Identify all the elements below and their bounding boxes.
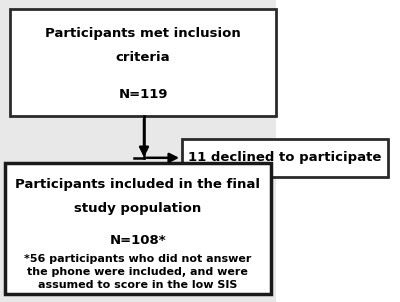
FancyBboxPatch shape <box>182 139 388 177</box>
Text: criteria: criteria <box>116 51 170 64</box>
Text: N=108*: N=108* <box>110 234 166 247</box>
FancyBboxPatch shape <box>10 9 276 116</box>
FancyBboxPatch shape <box>5 163 271 294</box>
FancyBboxPatch shape <box>276 0 400 302</box>
Text: Participants met inclusion: Participants met inclusion <box>45 27 241 40</box>
Text: study population: study population <box>74 202 202 215</box>
Text: Participants included in the final: Participants included in the final <box>15 178 260 191</box>
Text: 11 declined to participate: 11 declined to participate <box>188 151 382 164</box>
Text: N=119: N=119 <box>118 88 168 101</box>
Text: *56 participants who did not answer
the phone were included, and were
assumed to: *56 participants who did not answer the … <box>24 254 252 290</box>
